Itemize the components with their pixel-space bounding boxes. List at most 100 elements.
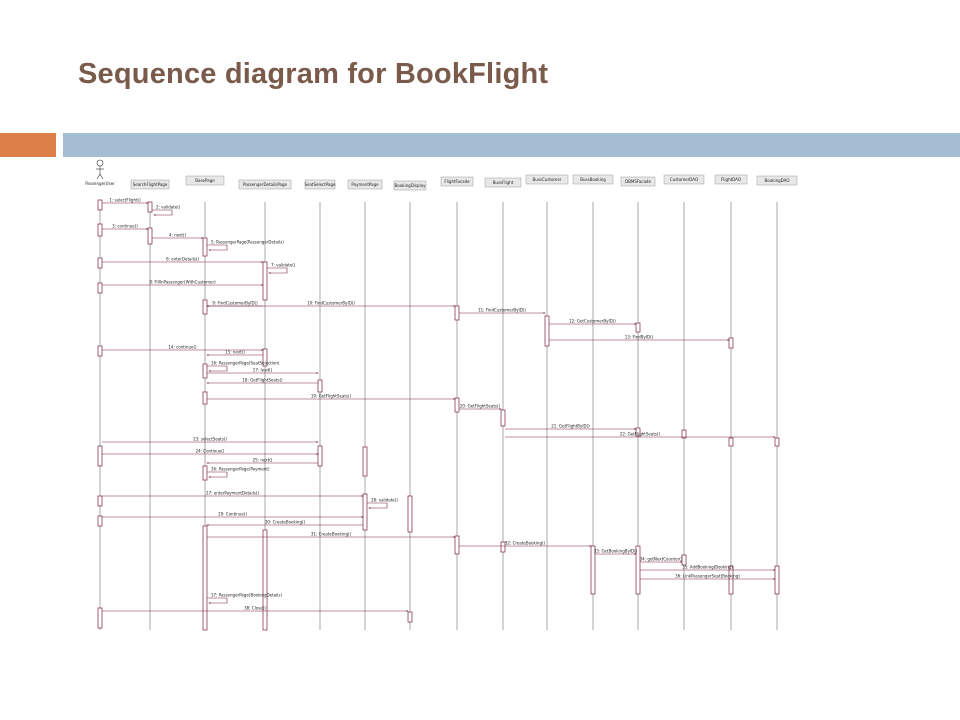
lifeline-head-label: DBMSFacade (625, 179, 651, 184)
lifeline-head-box (525, 174, 569, 185)
activation-bar (97, 445, 103, 467)
lifeline-head-label: SeatSelectPage (304, 182, 336, 187)
message-label: 31: CreateBooking() (311, 532, 352, 537)
lifeline-head-box (756, 175, 798, 186)
message-label: 37: PassengerPage(BookingDetails) (211, 593, 282, 598)
lifeline-head-box (440, 176, 474, 187)
slide-title: Sequence diagram for BookFlight (78, 58, 549, 90)
message-label: 19: GetFlightSeats() (311, 394, 352, 399)
lifeline-head-box (663, 174, 705, 185)
message-label: 10: FindCustomerByID() (307, 301, 355, 306)
activation-bar (97, 345, 103, 357)
activation-bar (202, 391, 208, 405)
accent-bar-blue (63, 133, 960, 157)
message-label: 14: continue() (168, 345, 197, 350)
lifeline-head-box (714, 174, 748, 185)
lifeline-head-label: BussFlight (493, 180, 514, 185)
lifeline-head-box (347, 179, 383, 190)
lifeline-head-label: PassengerDetailsPage (243, 182, 288, 187)
activation-bar (500, 409, 506, 427)
message-label: 32: CreateBooking() (505, 541, 546, 546)
lifeline-head-label: SearchFlightPage (133, 182, 168, 187)
activation-bar (262, 348, 268, 367)
activation-bar (202, 465, 208, 481)
activation-bar (454, 535, 460, 555)
message-label: 27: enterPaymentDetails() (206, 491, 259, 496)
activation-bar (454, 305, 460, 321)
message-label: 29: Continue() (218, 512, 247, 517)
lifeline-head-box (484, 177, 522, 188)
message-label: 26: PassengerPage(Payment) (211, 467, 270, 472)
self-message-arrow (367, 502, 388, 508)
lifeline-head-box (304, 179, 336, 190)
message-label: 2: validate() (156, 205, 181, 210)
activation-bar (202, 299, 208, 315)
activation-bar (362, 493, 368, 531)
activation-bar (681, 429, 687, 439)
actor-label: PassengerUser (85, 181, 115, 186)
activation-bar (262, 529, 268, 631)
lifeline-head-label: BookingDisplay (395, 183, 427, 188)
message-label: 17: load() (253, 368, 273, 373)
accent-bar-orange (0, 133, 56, 157)
activation-bar (544, 315, 550, 347)
message-label: 7: validate() (271, 263, 296, 268)
self-message-arrow (207, 471, 228, 477)
message-label: 25: next() (253, 458, 273, 463)
lifeline-head-label: PaymentPage (351, 182, 379, 187)
activation-bar (317, 445, 323, 467)
message-label: 18: GetFlightSeats() (242, 378, 283, 383)
activation-bar (407, 495, 413, 533)
activation-bar (97, 257, 103, 269)
activation-bar (774, 437, 780, 447)
message-label: 30: CreateBooking() (265, 520, 306, 525)
message-label: 33: GetBookingByID() (594, 549, 638, 554)
message-label: 36: LinkPassengerSeat(Booking) (675, 574, 740, 579)
activation-bar (147, 227, 153, 245)
self-message-arrow (207, 365, 228, 371)
actor-leg-left (96, 173, 101, 180)
lifeline-head-label: BussCustomer (533, 177, 562, 182)
lifeline-head-label: CustomerDAO (670, 177, 698, 182)
message-label: 38: Close() (244, 606, 266, 611)
activation-bar (97, 607, 103, 629)
message-label: 3: continue() (112, 224, 138, 229)
lifeline-head-label: FlightFacade (444, 179, 470, 184)
message-label: 8: FillInPassenger(WithCustomer) (149, 280, 216, 285)
self-message-arrow (152, 209, 173, 215)
message-label: 16: PassengerPage(SeatSelection) (211, 361, 280, 366)
activation-bar (681, 554, 687, 566)
self-message-arrow (267, 267, 288, 273)
activation-bar (317, 379, 323, 393)
message-label: 9: FindCustomerByID() (212, 301, 258, 306)
activation-bar (97, 282, 103, 294)
lifeline-head-box (130, 179, 170, 190)
activation-bar (454, 397, 460, 413)
activation-bar (147, 201, 153, 213)
message-label: 4: next() (169, 233, 187, 238)
lifeline-head-box (238, 179, 292, 190)
activation-bar (635, 427, 641, 437)
message-label: 15: next() (225, 350, 245, 355)
message-label: 35: AddBooking(Booking) (682, 565, 733, 570)
lifeline-head-box (572, 174, 614, 185)
message-label: 21: GetFlightByID() (551, 424, 590, 429)
message-label: 24: Continue() (196, 449, 225, 454)
message-label: 28: validate() (371, 498, 398, 503)
message-label: 12: GetCustomerByID() (569, 319, 616, 324)
lifeline-head-label: BookingDAO (765, 178, 790, 183)
activation-bar (774, 565, 780, 595)
activation-bar (97, 199, 103, 211)
message-label: 20: GetFlightSeats() (460, 404, 501, 409)
activation-bar (202, 363, 208, 379)
message-label: 13: FindByID() (625, 335, 654, 340)
lifeline-head-box (620, 176, 656, 187)
message-label: 5: PassengerPage(PassengerDetails) (211, 240, 284, 245)
activation-bar (362, 446, 368, 477)
message-label: 6: enterDetails() (166, 257, 199, 262)
self-message-arrow (207, 597, 228, 603)
activation-bar (202, 237, 208, 257)
activation-bar (728, 437, 734, 447)
activation-bar (500, 541, 506, 553)
